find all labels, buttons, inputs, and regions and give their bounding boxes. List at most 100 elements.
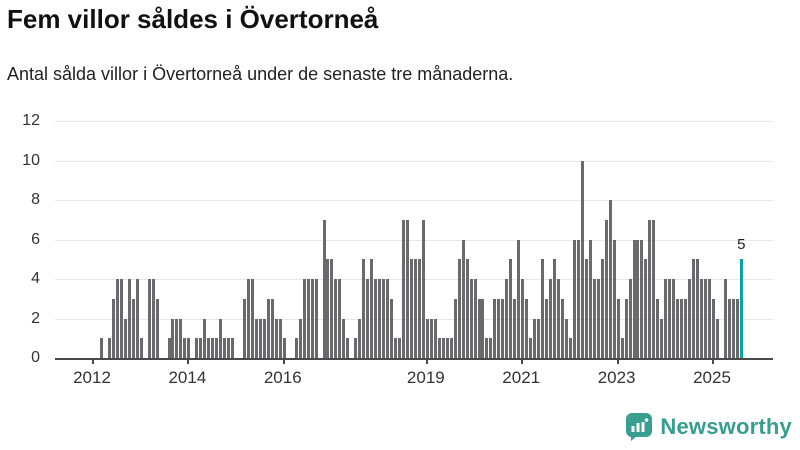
bar bbox=[421, 219, 425, 358]
last-value-annotation: 5 bbox=[737, 236, 746, 254]
bar bbox=[274, 318, 278, 358]
bar bbox=[533, 318, 537, 358]
bar bbox=[247, 279, 250, 358]
x-tick-2023 bbox=[616, 358, 619, 364]
newsworthy-logo[interactable]: Newsworthy bbox=[625, 412, 792, 442]
bar bbox=[505, 279, 509, 358]
bar bbox=[262, 318, 266, 358]
bar bbox=[417, 259, 421, 358]
bar bbox=[219, 318, 223, 358]
y-tick-label-10: 10 bbox=[22, 151, 40, 169]
gridline-y-12 bbox=[55, 121, 773, 122]
bar bbox=[270, 298, 274, 358]
bar bbox=[600, 259, 604, 358]
chart-subtitle: Antal sålda villor i Övertorneå under de… bbox=[7, 64, 514, 84]
bar bbox=[688, 279, 692, 358]
bar bbox=[390, 298, 394, 358]
bar bbox=[612, 239, 616, 358]
bar bbox=[501, 298, 505, 358]
bar bbox=[481, 298, 485, 358]
bar bbox=[294, 338, 298, 358]
bar bbox=[493, 298, 497, 358]
bar bbox=[572, 239, 576, 358]
bar bbox=[330, 259, 334, 358]
bar bbox=[298, 318, 302, 358]
bar bbox=[596, 279, 600, 358]
bar bbox=[549, 279, 553, 358]
x-tick-label-2016: 2016 bbox=[263, 368, 302, 387]
x-tick-2019 bbox=[425, 358, 428, 364]
bar bbox=[155, 298, 159, 358]
x-tick-label-2019: 2019 bbox=[406, 368, 445, 387]
bar bbox=[453, 298, 457, 358]
bar bbox=[672, 279, 676, 358]
gridline-y-6 bbox=[55, 239, 773, 241]
page-title: Fem villor såldes i Övertorneå bbox=[7, 4, 379, 34]
bar bbox=[576, 239, 580, 358]
bar bbox=[258, 318, 262, 358]
bar bbox=[167, 338, 171, 358]
bar bbox=[715, 318, 719, 358]
bar bbox=[537, 318, 541, 358]
bar bbox=[111, 298, 115, 358]
bar bbox=[584, 259, 588, 358]
bar bbox=[445, 338, 449, 358]
gridline-y-10 bbox=[55, 160, 773, 162]
bar bbox=[723, 279, 727, 358]
bar bbox=[131, 298, 135, 358]
bar bbox=[250, 279, 254, 358]
bar bbox=[187, 338, 191, 358]
bar bbox=[509, 259, 513, 358]
bar bbox=[644, 259, 648, 358]
bar bbox=[541, 259, 545, 358]
bar bbox=[727, 298, 731, 358]
x-tick-2012 bbox=[92, 358, 94, 364]
bar bbox=[521, 279, 525, 358]
bar bbox=[580, 160, 584, 358]
bar bbox=[592, 279, 596, 358]
bar bbox=[346, 338, 350, 358]
y-tick-label-8: 8 bbox=[31, 191, 40, 208]
x-tick-label-2021: 2021 bbox=[502, 368, 541, 387]
x-tick-label-2012: 2012 bbox=[73, 368, 111, 387]
bar bbox=[342, 318, 346, 358]
bar bbox=[374, 279, 378, 358]
bar bbox=[497, 298, 501, 358]
bar bbox=[477, 298, 481, 358]
bar bbox=[525, 298, 529, 358]
y-tick-label-6: 6 bbox=[31, 230, 40, 248]
bar bbox=[338, 279, 342, 358]
y-tick-label-2: 2 bbox=[31, 309, 40, 327]
bar bbox=[413, 259, 417, 358]
bar bbox=[660, 318, 664, 358]
x-tick-2021 bbox=[521, 358, 524, 364]
bar bbox=[449, 338, 453, 358]
bar bbox=[115, 279, 119, 358]
bar bbox=[127, 279, 131, 358]
bar bbox=[183, 338, 187, 358]
bar bbox=[676, 298, 680, 358]
bar bbox=[708, 279, 712, 358]
bar bbox=[648, 219, 652, 358]
bar bbox=[529, 338, 533, 358]
bar bbox=[704, 279, 708, 358]
bar bbox=[560, 298, 564, 358]
bar bbox=[354, 338, 358, 358]
bar bbox=[604, 219, 608, 358]
bar bbox=[314, 279, 318, 358]
bar bbox=[378, 279, 382, 358]
bar bbox=[215, 338, 219, 358]
bar bbox=[405, 219, 409, 358]
bar bbox=[227, 338, 231, 358]
y-axis-labels: 0 2 4 6 8 10 12 bbox=[0, 112, 46, 366]
bar bbox=[684, 298, 688, 358]
bar bbox=[135, 279, 139, 358]
bar bbox=[696, 259, 700, 358]
x-axis-line bbox=[55, 358, 773, 360]
bar bbox=[175, 318, 179, 358]
bar bbox=[668, 279, 672, 358]
bar bbox=[568, 338, 572, 358]
bar bbox=[211, 338, 215, 358]
x-tick-label-2014: 2014 bbox=[168, 368, 207, 387]
